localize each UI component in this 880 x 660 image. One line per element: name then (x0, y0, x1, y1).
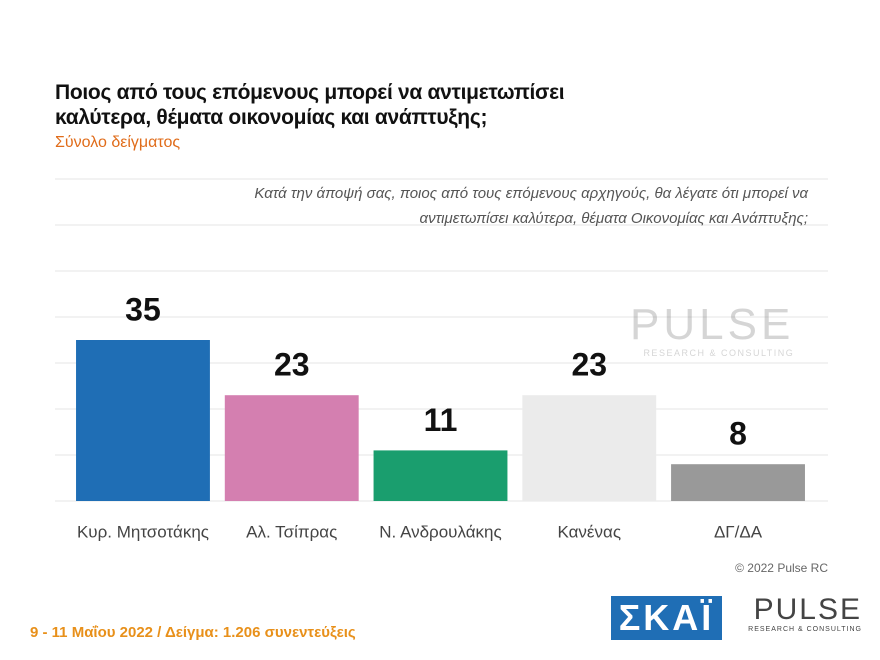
footer-note: 9 - 11 Μαΐου 2022 / Δείγμα: 1.206 συνεντ… (30, 624, 356, 641)
bar (671, 464, 805, 501)
value-label: 11 (424, 402, 458, 438)
watermark-tagline: RESEARCH & CONSULTING (643, 348, 795, 358)
value-label: 23 (571, 347, 607, 383)
x-tick-label: Αλ. Τσίπρας (246, 522, 337, 541)
chart-title: Ποιος από τους επόμενους μπορεί να αντιμ… (55, 81, 565, 129)
x-tick-label: Κυρ. Μητσοτάκης (77, 522, 209, 541)
bar (522, 395, 657, 501)
skai-logo: ΣΚΑΪ (611, 596, 722, 640)
question-text: Κατά την άποψή σας, ποιος από τους επόμε… (254, 185, 808, 227)
pulse-tagline: RESEARCH & CONSULTING (748, 626, 862, 633)
value-label: 23 (274, 347, 310, 383)
bar (76, 340, 210, 501)
x-tick-label: ΔΓ/ΔΑ (714, 522, 763, 541)
pulse-word: PULSE (753, 593, 862, 626)
value-label: 35 (125, 291, 161, 327)
pulse-logo: PULSE RESEARCH & CONSULTING (738, 593, 862, 634)
x-tick-label: Ν. Ανδρουλάκης (379, 522, 501, 541)
watermark-word: PULSE (630, 300, 795, 349)
chart-subtitle: Σύνολο δείγματος (55, 134, 181, 151)
x-tick-label: Κανένας (557, 522, 621, 541)
copyright: © 2022 Pulse RC (735, 561, 828, 575)
value-label: 8 (729, 416, 747, 452)
watermark: PULSE RESEARCH & CONSULTING (630, 300, 795, 359)
bar (373, 450, 508, 501)
bar (224, 395, 359, 501)
